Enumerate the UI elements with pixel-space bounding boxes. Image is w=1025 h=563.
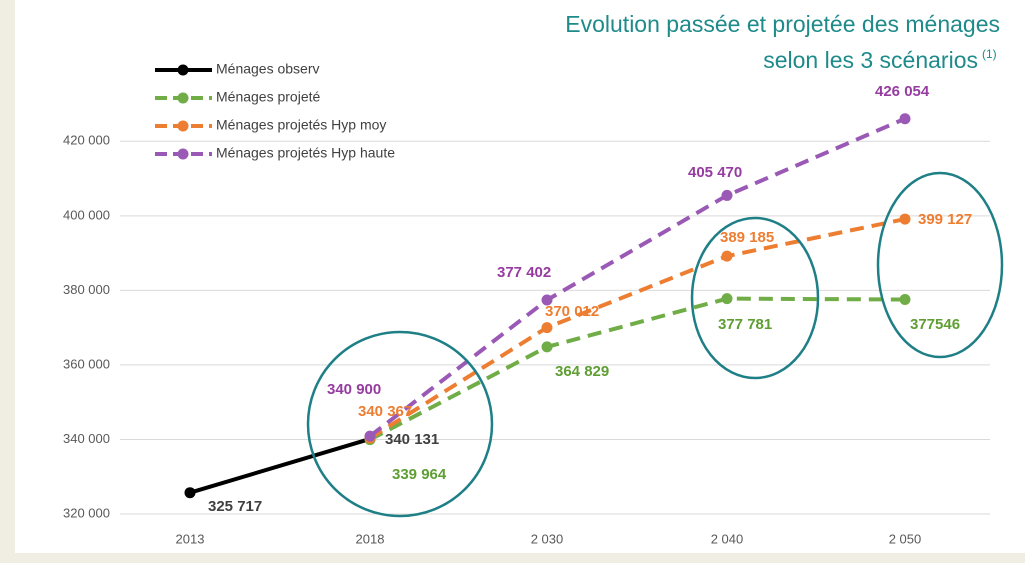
plot-background [15, 0, 1025, 553]
title-note: (1) [982, 47, 997, 61]
point [899, 113, 911, 125]
data-label: 339 964 [392, 466, 447, 483]
x-tick-label: 2 040 [711, 531, 744, 546]
chart-title: Evolution passée et projetée des ménages [565, 11, 1000, 37]
y-tick-label: 340 000 [63, 431, 110, 446]
point [721, 293, 733, 305]
point [721, 189, 733, 201]
x-tick-label: 2 050 [889, 531, 922, 546]
data-label: 426 054 [875, 83, 930, 100]
data-label: 405 470 [688, 164, 742, 181]
data-label: 340 131 [385, 431, 439, 448]
data-label: 389 185 [720, 229, 774, 246]
data-label: 364 829 [555, 363, 609, 380]
series-line [368, 116, 906, 438]
highlight-circle [306, 330, 494, 518]
data-label: 340 367 [358, 403, 412, 420]
x-tick-label: 2 030 [531, 531, 564, 546]
highlight-ellipse [690, 216, 820, 380]
y-tick-label: 320 000 [63, 505, 110, 520]
chart-subtitle: selon les 3 scénarios [763, 47, 978, 73]
labels: 325 717 340 131 Ménages observ 339 964 364 8… [155, 61, 972, 515]
series-line [369, 296, 906, 442]
legend-marker [177, 92, 189, 104]
legend-label: Ménages projetés Hyp moy [216, 117, 386, 133]
data-label: 377 781 [718, 316, 772, 333]
legend-label: Ménages projeté [216, 89, 321, 105]
highlight-ellipse [876, 171, 1004, 359]
data-label: 377 402 [497, 264, 551, 281]
point [541, 294, 553, 306]
highlights [306, 171, 1004, 518]
y-tick-label: 360 000 [63, 356, 110, 371]
x-tick-label: 2018 [356, 531, 385, 546]
legend-marker [177, 120, 189, 132]
legend-marker [177, 148, 189, 160]
grid: 320 000 340 000 360 000 380 000 400 000 420 0… [63, 133, 990, 546]
y-tick-label: 400 000 [63, 207, 110, 222]
point [541, 322, 553, 334]
point [899, 294, 911, 306]
series-line [189, 437, 371, 495]
y-tick-label: 380 000 [63, 282, 110, 297]
point [899, 213, 911, 225]
x-tick-label: 2013 [176, 531, 205, 546]
series-line [368, 217, 906, 440]
data-label: 325 717 [208, 498, 262, 515]
y-tick-label: 420 000 [63, 133, 110, 148]
point [184, 487, 196, 499]
data-label: 377546 [910, 316, 960, 333]
point [541, 341, 553, 353]
data-label: 340 900 [327, 381, 381, 398]
lines [184, 113, 911, 499]
point [721, 250, 733, 262]
data-label: 399 127 [918, 211, 972, 228]
legend-label: Ménages observ [216, 61, 320, 77]
legend-label: Ménages projetés Hyp haute [216, 145, 395, 161]
data-label: 370 012 [545, 303, 599, 320]
point [364, 430, 376, 442]
legend-marker [177, 64, 189, 76]
